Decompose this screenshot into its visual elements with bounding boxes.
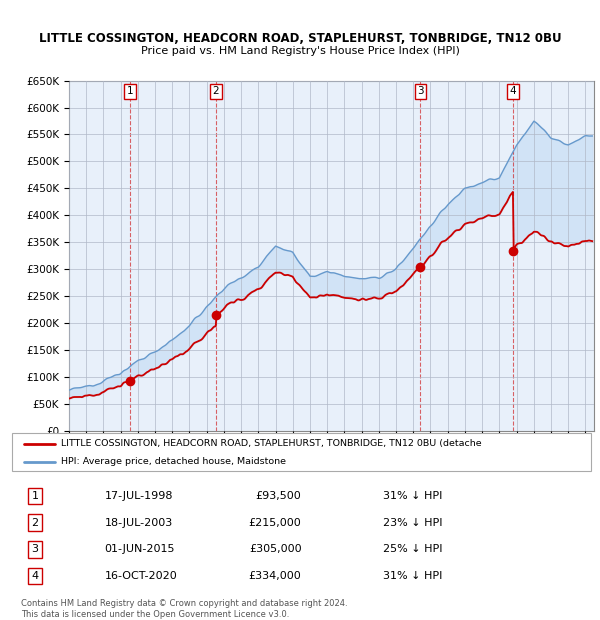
Text: 31% ↓ HPI: 31% ↓ HPI	[383, 491, 442, 501]
Text: LITTLE COSSINGTON, HEADCORN ROAD, STAPLEHURST, TONBRIDGE, TN12 0BU: LITTLE COSSINGTON, HEADCORN ROAD, STAPLE…	[38, 32, 562, 45]
Text: 4: 4	[509, 86, 516, 96]
Text: 2: 2	[212, 86, 220, 96]
Text: £215,000: £215,000	[249, 518, 302, 528]
Text: LITTLE COSSINGTON, HEADCORN ROAD, STAPLEHURST, TONBRIDGE, TN12 0BU (detache: LITTLE COSSINGTON, HEADCORN ROAD, STAPLE…	[61, 439, 482, 448]
Text: HPI: Average price, detached house, Maidstone: HPI: Average price, detached house, Maid…	[61, 457, 286, 466]
Text: 4: 4	[32, 571, 39, 581]
Text: 1: 1	[127, 86, 133, 96]
Text: 17-JUL-1998: 17-JUL-1998	[104, 491, 173, 501]
Text: 01-JUN-2015: 01-JUN-2015	[104, 544, 175, 554]
Text: 16-OCT-2020: 16-OCT-2020	[104, 571, 178, 581]
FancyBboxPatch shape	[12, 433, 591, 471]
Text: 3: 3	[32, 544, 38, 554]
Text: 3: 3	[417, 86, 424, 96]
Text: £93,500: £93,500	[256, 491, 302, 501]
Text: £305,000: £305,000	[249, 544, 302, 554]
Text: 1: 1	[32, 491, 38, 501]
Text: Price paid vs. HM Land Registry's House Price Index (HPI): Price paid vs. HM Land Registry's House …	[140, 46, 460, 56]
Text: 18-JUL-2003: 18-JUL-2003	[104, 518, 173, 528]
Text: 31% ↓ HPI: 31% ↓ HPI	[383, 571, 442, 581]
Text: £334,000: £334,000	[249, 571, 302, 581]
Text: Contains HM Land Registry data © Crown copyright and database right 2024.
This d: Contains HM Land Registry data © Crown c…	[21, 600, 347, 619]
Text: 2: 2	[32, 518, 39, 528]
Text: 25% ↓ HPI: 25% ↓ HPI	[383, 544, 442, 554]
Text: 23% ↓ HPI: 23% ↓ HPI	[383, 518, 442, 528]
